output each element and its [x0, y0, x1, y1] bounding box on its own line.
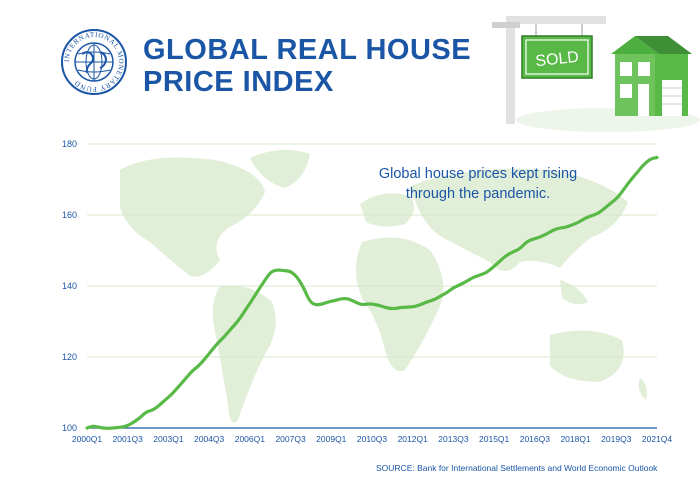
- x-tick-label-2000Q1: 2000Q1: [72, 434, 103, 444]
- house-icon: [611, 36, 692, 116]
- x-tick-label-2018Q1: 2018Q1: [560, 434, 591, 444]
- sold-house-illustration: SOLD: [492, 16, 700, 132]
- y-gridlines: [87, 143, 657, 358]
- y-tick-label-100: 100: [62, 423, 77, 433]
- imf-logo: INTERNATIONAL MONETARY FUND: [61, 29, 127, 95]
- world-map-background: [120, 149, 648, 423]
- svg-text:SOLD: SOLD: [535, 49, 580, 70]
- x-tick-label-2019Q3: 2019Q3: [601, 434, 632, 444]
- x-tick-label-2007Q3: 2007Q3: [275, 434, 306, 444]
- x-tick-label-2001Q3: 2001Q3: [113, 434, 144, 444]
- series-line-house-price-index: [85, 155, 659, 430]
- x-tick-label-2021Q4: 2021Q4: [642, 434, 673, 444]
- title-line-2: PRICE INDEX: [143, 66, 334, 98]
- x-tick-labels: 2000Q1 2001Q3 2003Q1 2004Q3 2006Q1 2007Q3 2009…: [72, 434, 673, 444]
- y-tick-label-120: 120: [62, 352, 77, 362]
- x-tick-label-2010Q3: 2010Q3: [357, 434, 388, 444]
- globe-icon: [75, 43, 113, 81]
- source-note: SOURCE: Bank for International Settlemen…: [376, 463, 658, 473]
- chart-annotation-line-2: through the pandemic.: [406, 186, 550, 202]
- x-tick-label-2006Q1: 2006Q1: [235, 434, 266, 444]
- house-price-chart: 100 120 140 160 180 2000Q1 2001Q3 2003Q1 2004Q3…: [62, 139, 673, 444]
- chart-annotation-line-1: Global house prices kept rising: [379, 166, 577, 182]
- x-tick-label-2009Q1: 2009Q1: [316, 434, 347, 444]
- y-tick-label-160: 160: [62, 210, 77, 220]
- x-tick-label-2003Q1: 2003Q1: [153, 434, 184, 444]
- x-tick-label-2013Q3: 2013Q3: [438, 434, 469, 444]
- y-tick-labels: 100 120 140 160 180: [62, 139, 77, 433]
- y-tick-label-140: 140: [62, 281, 77, 291]
- x-tick-label-2015Q1: 2015Q1: [479, 434, 510, 444]
- x-tick-label-2012Q1: 2012Q1: [398, 434, 429, 444]
- x-tick-label-2004Q3: 2004Q3: [194, 434, 225, 444]
- page-title: GLOBAL REAL HOUSE PRICE INDEX: [143, 34, 471, 98]
- x-tick-label-2016Q3: 2016Q3: [520, 434, 551, 444]
- y-tick-label-180: 180: [62, 139, 77, 149]
- title-line-1: GLOBAL REAL HOUSE: [143, 34, 472, 66]
